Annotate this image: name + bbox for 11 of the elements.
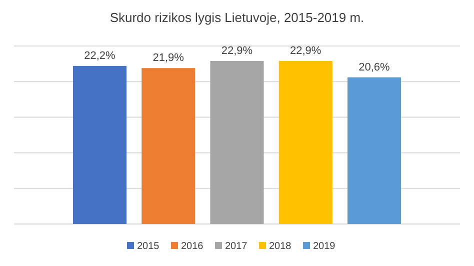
legend-label: 2016 — [181, 241, 204, 252]
data-label: 22,9% — [290, 44, 322, 57]
data-label: 22,2% — [84, 50, 116, 62]
legend-label: 2017 — [225, 241, 248, 252]
legend-label: 2015 — [137, 241, 160, 252]
legend-label: 2019 — [313, 241, 336, 252]
data-label: 21,9% — [152, 52, 184, 64]
chart-title: Skurdo rizikos lygis Lietuvoje, 2015-2019 m. — [110, 10, 364, 25]
data-label: 20,6% — [358, 61, 390, 74]
legend-label: 2018 — [269, 241, 292, 252]
data-label: 22,9% — [221, 44, 253, 57]
